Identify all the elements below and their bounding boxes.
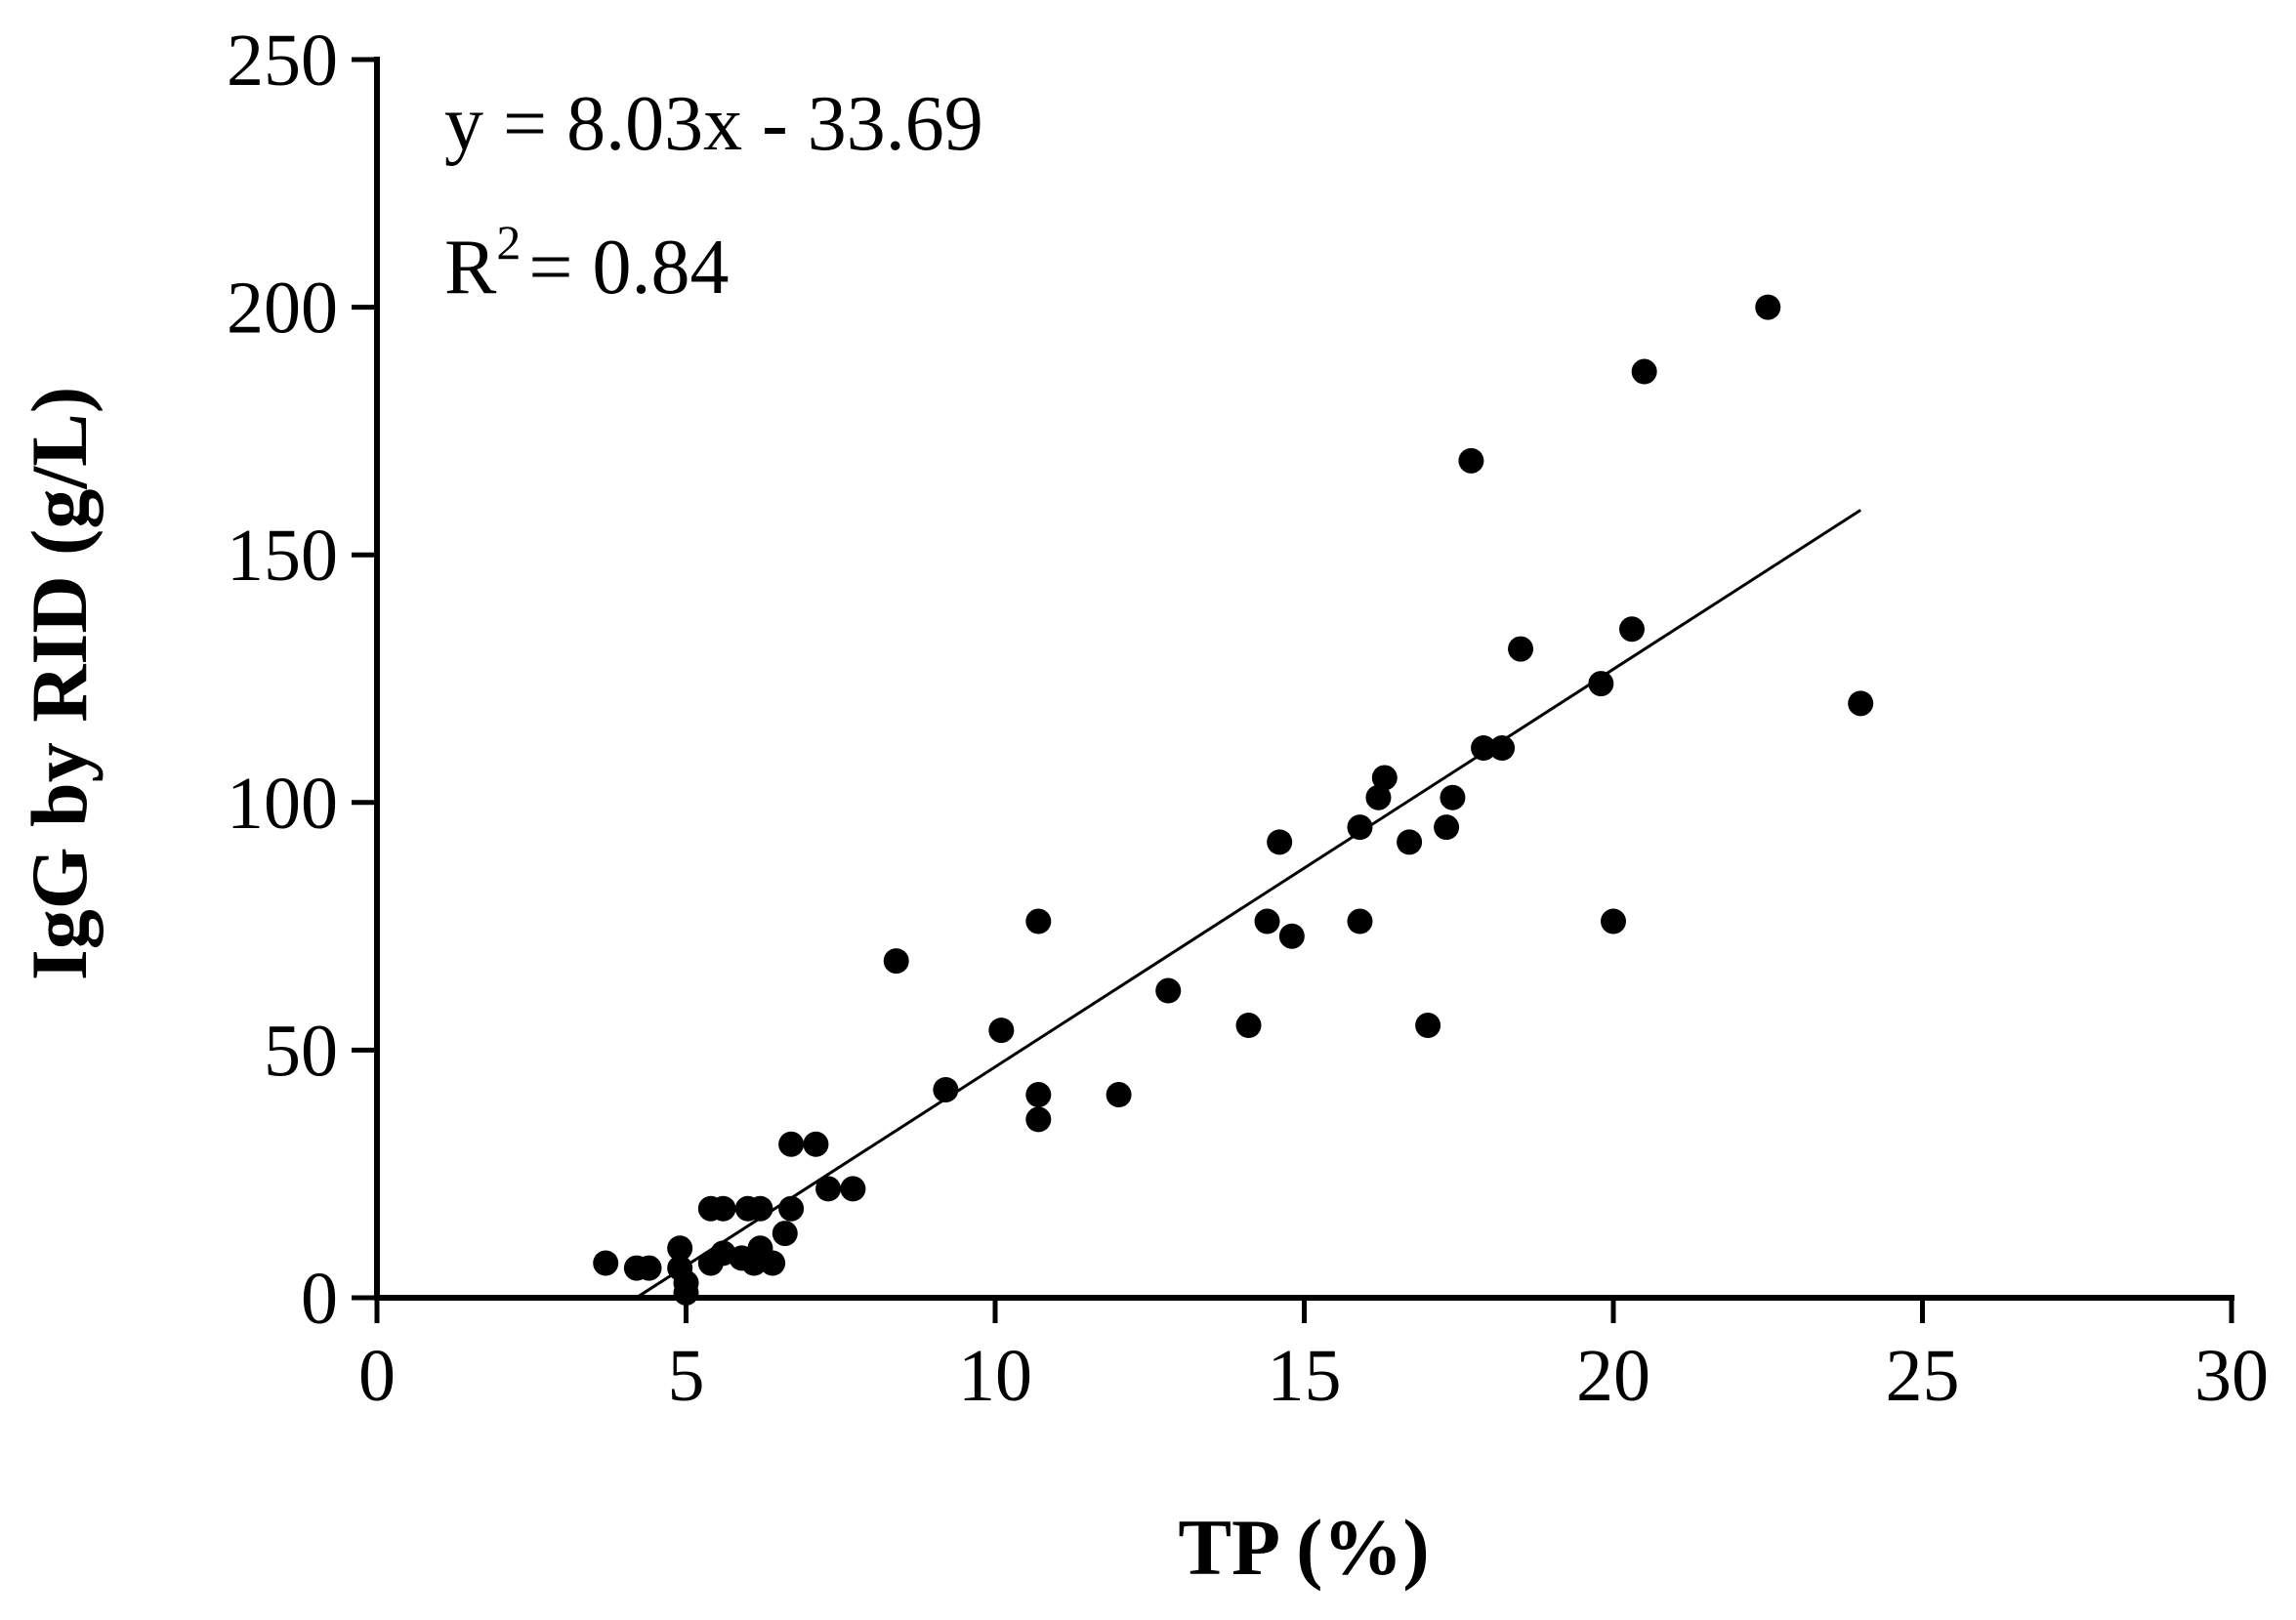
x-tick-label: 15: [1268, 1335, 1342, 1417]
data-point: [667, 1235, 693, 1262]
fit-line-group: [636, 509, 1862, 1300]
data-point: [1025, 1082, 1052, 1108]
data-point: [1106, 1082, 1132, 1108]
data-point: [1631, 358, 1657, 385]
regression-equation: y = 8.03x - 33.69: [444, 81, 983, 167]
data-point: [1371, 765, 1398, 791]
x-tick-label: 20: [1576, 1335, 1650, 1417]
data-point: [1440, 784, 1466, 810]
data-point: [815, 1176, 842, 1202]
r-squared-label: R2 = 0.84: [444, 215, 729, 311]
data-point: [1025, 1106, 1052, 1133]
data-point: [1601, 908, 1626, 935]
x-axis-title: TP (%): [1178, 1503, 1429, 1592]
y-tick-label: 150: [227, 515, 338, 597]
y-tick-label: 100: [227, 763, 338, 845]
x-tick-label: 30: [2194, 1335, 2269, 1417]
data-point: [1365, 784, 1392, 810]
y-tick-label: 250: [227, 20, 338, 102]
y-tick-label: 0: [301, 1258, 338, 1340]
data-point: [1155, 977, 1182, 1004]
fit-line: [636, 509, 1862, 1300]
data-point: [772, 1221, 798, 1247]
data-point: [1618, 616, 1645, 643]
data-point: [673, 1279, 699, 1306]
x-tick-label: 10: [958, 1335, 1032, 1417]
data-point: [933, 1076, 959, 1102]
x-tick-label: 0: [358, 1335, 396, 1417]
y-tick-label: 200: [227, 268, 338, 350]
data-point: [1588, 671, 1614, 697]
data-point: [1458, 447, 1484, 474]
r-squared-superscript: 2: [496, 215, 521, 270]
data-point: [803, 1131, 829, 1157]
data-point: [1848, 690, 1874, 717]
data-point: [636, 1255, 662, 1281]
data-point: [1347, 908, 1373, 935]
data-point: [1267, 829, 1293, 855]
data-point: [883, 948, 909, 975]
data-point: [1397, 829, 1423, 855]
data-point: [747, 1195, 773, 1222]
data-point: [988, 1018, 1015, 1044]
data-point: [1235, 1013, 1262, 1039]
data-point: [1755, 294, 1781, 320]
data-point: [778, 1131, 805, 1157]
data-point: [778, 1195, 805, 1222]
data-point: [1471, 735, 1497, 762]
y-axis-title: IgG by RID (g/L): [15, 387, 104, 980]
ticks: 0 5 10 15 20 25 30 0 50 100 150 200 250: [227, 20, 2269, 1417]
data-point: [1254, 908, 1280, 935]
data-point: [1278, 923, 1305, 949]
data-point: [840, 1176, 866, 1202]
data-point: [710, 1195, 736, 1222]
x-tick-label: 5: [668, 1335, 705, 1417]
data-point: [593, 1250, 619, 1276]
data-point: [1415, 1013, 1441, 1039]
data-point: [1434, 814, 1460, 841]
x-tick-label: 25: [1886, 1335, 1960, 1417]
data-point: [1508, 636, 1534, 662]
r-squared-r: R: [444, 225, 497, 311]
data-point: [1347, 814, 1373, 841]
data-point: [1025, 908, 1052, 935]
data-point: [760, 1250, 786, 1276]
r-squared-value: = 0.84: [528, 225, 729, 311]
y-tick-label: 50: [264, 1010, 338, 1092]
data-point: [1489, 735, 1516, 762]
data-points: [593, 294, 1874, 1306]
